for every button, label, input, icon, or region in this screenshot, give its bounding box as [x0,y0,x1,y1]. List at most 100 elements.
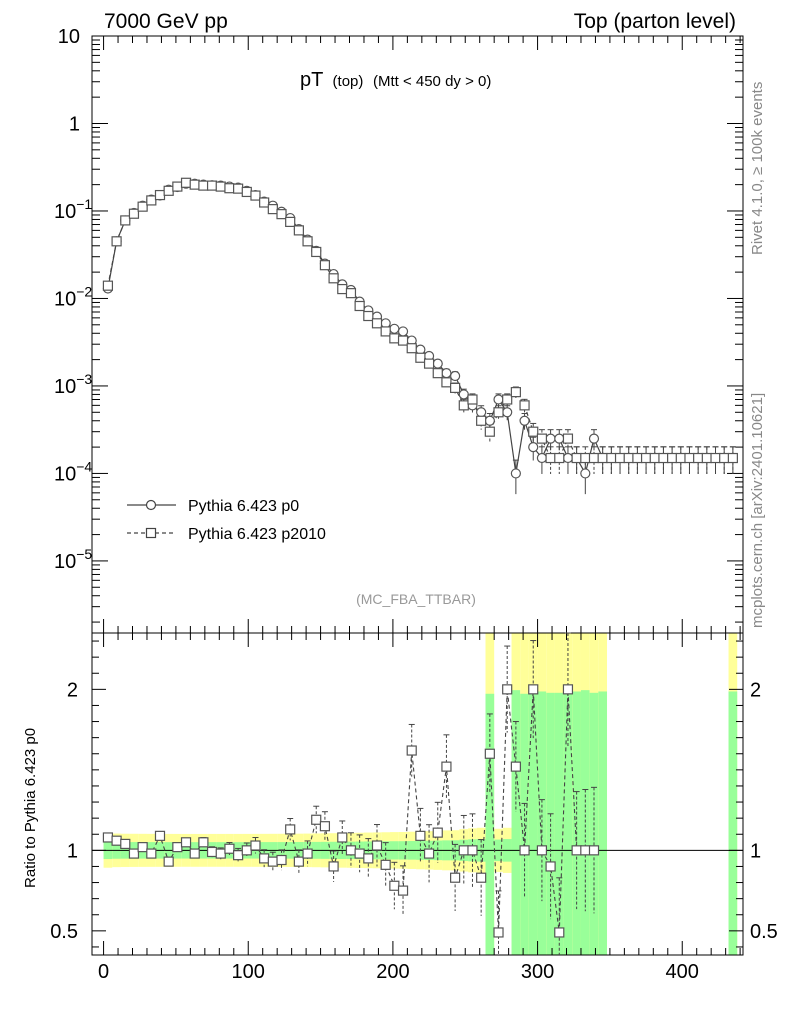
marker-p2010 [285,216,296,228]
legend-label-p2010: Pythia 6.423 p2010 [188,526,326,543]
ratio-marker-p2010 [484,748,495,759]
ratio-marker-p2010 [536,845,548,856]
marker-p2010 [675,452,686,464]
main-y-tick-exponent: −4 [76,458,92,474]
marker-p2010 [545,452,556,464]
ratio-marker-p2010 [206,846,218,858]
ratio-marker-p2010 [250,840,261,851]
main-y-tick-base: 10 [54,376,76,398]
series-markers [102,177,738,938]
marker-p0 [580,468,591,479]
marker-p2010 [354,300,365,312]
ratio-marker-p2010 [458,845,469,856]
marker-p2010 [172,181,183,192]
marker-p2010 [406,343,417,354]
marker-p2010 [311,246,322,258]
band-1sigma [598,691,608,955]
marker-p0 [562,452,574,464]
plot-title-cut: (Mtt < 450 dy > 0) [373,73,491,90]
ratio-marker-p2010 [137,842,148,853]
ratio-marker-p2010 [345,845,357,856]
main-y-tick-exponent: −2 [76,283,92,299]
ratio-marker-p2010 [337,832,348,843]
ratio-x-tick-label: 100 [232,961,265,983]
marker-p2010 [510,387,521,398]
main-y-tick-label: 10−2 [54,283,92,310]
ratio-x-tick-label: 400 [666,961,699,983]
marker-p2010 [502,394,513,405]
marker-p2010 [128,208,140,219]
ratio-marker-p2010 [146,848,157,859]
band-1sigma [485,693,495,955]
header-left: 7000 GeV pp [104,10,228,33]
marker-p2010 [667,452,678,464]
marker-p0 [493,394,504,405]
ratio-y-tick-label-right: 0.5 [750,921,778,943]
ratio-marker-p2010 [328,861,339,872]
marker-p0 [432,358,443,369]
ratio-y-tick-label-left: 0.5 [50,921,78,943]
marker-p2010 [710,452,721,464]
marker-p2010 [580,452,591,464]
legend-label-p0: Pythia 6.423 p0 [188,498,299,515]
ratio-marker-p2010 [510,761,521,772]
ratio-y-tick-label-right: 1 [750,840,761,862]
plot-title: pT (top) (Mtt < 450 dy > 0) [300,69,491,91]
main-y-tick-exponent: −5 [76,546,92,562]
band-1sigma [528,692,538,955]
marker-p2010 [467,394,478,405]
ratio-y-tick-label-right: 2 [750,679,761,701]
legend-marker-p0 [145,499,157,511]
ratio-marker-p2010 [562,684,574,695]
ratio-marker-p2010 [172,842,183,853]
main-y-tick-base: 10 [54,463,76,485]
ratio-marker-p2010 [111,835,122,846]
analysis-label: (MC_FBA_TTBAR) [356,591,476,607]
marker-p2010 [111,236,122,247]
main-y-tick-label: 10 [58,26,80,48]
main-plot-frame [91,35,744,634]
plot-title-main: pT [300,69,323,91]
main-y-tick-label: 1 [69,113,80,135]
header-right: Top (parton level) [574,10,736,33]
marker-p2010 [180,177,192,188]
marker-p2010 [397,335,409,346]
marker-p2010 [198,180,209,191]
marker-p2010 [302,236,313,247]
marker-p2010 [319,260,331,271]
marker-p0 [554,433,565,444]
rivet-label: Rivet 4.1.0, ≥ 100k events [749,82,766,255]
marker-p2010 [519,400,530,411]
marker-p0 [458,389,469,400]
ratio-marker-p2010 [163,856,174,867]
marker-p2010 [146,195,157,206]
ratio-marker-p2010 [267,856,278,867]
marker-p2010 [206,180,218,191]
marker-p2010 [380,326,391,337]
marker-p2010 [276,209,287,220]
ratio-marker-p2010 [423,848,435,859]
marker-p2010 [259,197,270,208]
marker-p0 [510,468,521,479]
marker-p2010 [241,186,252,198]
ratio-marker-p2010 [120,838,131,850]
legend: Pythia 6.423 p0 Pythia 6.423 p2010 [127,498,326,543]
main-y-tick-base: 10 [58,26,80,48]
mcplots-label: mcplots.cern.ch [arXiv:2401.10621] [749,393,766,628]
band-1sigma [580,690,590,955]
main-y-tick-base: 10 [54,551,76,573]
band-1sigma [537,691,547,955]
band-1sigma [554,692,564,955]
marker-p2010 [371,318,383,329]
ratio-marker-p2010 [319,821,331,832]
marker-p2010 [363,310,374,322]
marker-p2010 [120,215,131,226]
ratio-marker-p2010 [380,859,391,870]
ratio-ylabel: Ratio to Pythia 6.423 p0 [22,728,39,888]
marker-p2010 [233,183,244,194]
marker-p2010 [562,433,574,444]
marker-p0 [397,326,409,337]
ratio-marker-p2010 [354,848,365,859]
marker-p2010 [484,426,495,437]
